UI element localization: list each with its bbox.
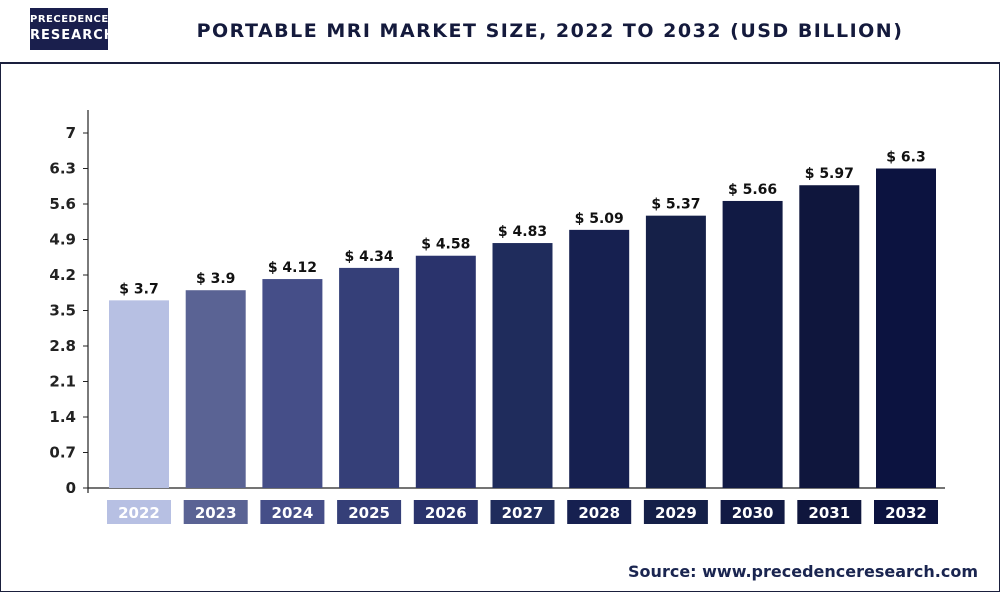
y-tick-label: 0.7 [49,444,76,462]
x-tick-label: 2024 [272,504,314,522]
x-tick-label: 2027 [502,504,544,522]
bar [185,290,246,488]
x-tick-label: 2028 [578,504,620,522]
bar-value-label: $ 4.12 [268,260,317,276]
category-box [874,500,938,524]
x-tick-label: 2022 [118,504,160,522]
category-box [490,500,555,524]
y-tick-label: 0 [66,479,76,497]
category-box [720,500,785,524]
bar-value-label: $ 3.7 [119,281,158,297]
y-tick-label: 4.2 [49,266,76,284]
category-box [567,500,632,524]
x-tick-label: 2029 [655,504,697,522]
bar-value-label: $ 3.9 [196,271,235,287]
chart-bars [109,168,936,488]
y-tick-label: 6.3 [49,160,76,178]
bar-value-label: $ 5.37 [651,197,700,213]
y-tick-label: 4.9 [49,231,76,249]
x-tick-label: 2023 [195,504,237,522]
chart-category-labels: 2022 2023 2024 2025 2026 2027 2028 2029 2030 2031… [107,500,938,524]
bar [876,168,936,488]
chart-value-labels: $ 3.7 $ 3.9 $ 4.12 $ 4.34 $ 4.58 $ 4.83 $ 5.09… [119,150,925,298]
bar [799,185,860,488]
x-tick-label: 2026 [425,504,467,522]
x-tick-label: 2025 [348,504,390,522]
logo-line-2: RESEARCH [30,28,116,43]
x-tick-label: 2032 [885,504,927,522]
bar-value-label: $ 4.58 [421,237,470,253]
y-tick-label: 3.5 [49,302,76,320]
category-box [260,500,325,524]
category-box [643,500,708,524]
x-tick-label: 2031 [808,504,850,522]
bar-value-label: $ 4.83 [498,224,547,240]
category-box [107,500,171,524]
bar-value-label: $ 4.34 [345,249,394,265]
bar-value-label: $ 5.97 [805,166,854,182]
bar [722,200,783,488]
logo-line-1: PRECEDENCE [30,14,109,25]
category-box [413,500,478,524]
bar [109,300,169,488]
bar-value-label: $ 5.66 [728,182,777,198]
y-tick-label: 2.8 [49,337,76,355]
brand-logo: PRECEDENCE RESEARCH [30,8,116,50]
y-tick-label: 7 [66,124,76,142]
bar [645,215,706,488]
bar [415,255,476,488]
category-box [183,500,248,524]
bar-value-label: $ 6.3 [886,150,925,166]
bar [339,267,400,488]
source-note: Source: www.precedenceresearch.com [628,562,978,581]
chart-title: PORTABLE MRI MARKET SIZE, 2022 TO 2032 (… [196,20,904,42]
x-tick-label: 2030 [732,504,774,522]
bar [569,229,630,488]
bar [262,279,323,488]
y-tick-label: 2.1 [49,373,76,391]
bar-value-label: $ 5.09 [575,211,624,227]
bar [492,243,553,488]
category-box [337,500,402,524]
header: PRECEDENCE RESEARCH PORTABLE MRI MARKET … [0,0,1000,64]
y-tick-label: 5.6 [49,195,76,213]
y-tick-label: 1.4 [49,408,76,426]
category-box [797,500,862,524]
